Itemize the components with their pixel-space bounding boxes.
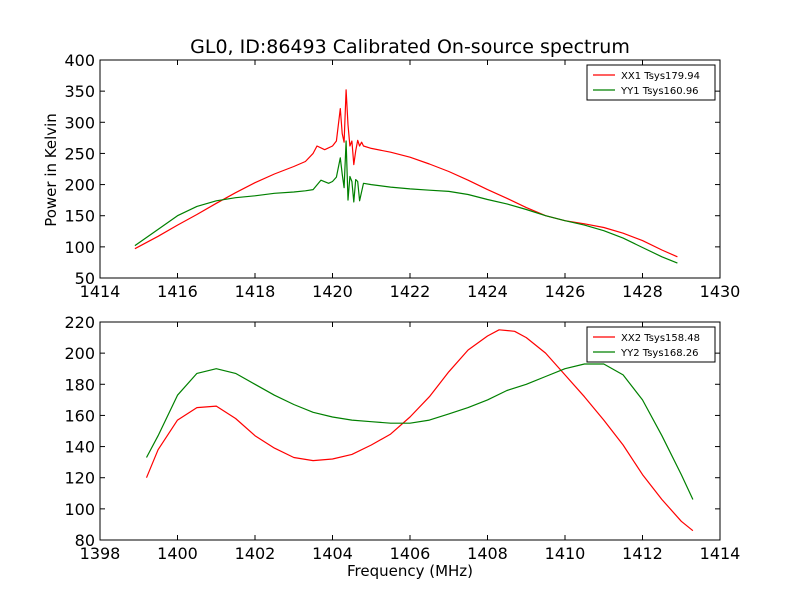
legend-label: XX2 Tsys158.48 <box>621 333 700 344</box>
y-tick-label: 300 <box>64 113 95 132</box>
y-tick-label: 120 <box>64 469 95 488</box>
chart-title: GL0, ID:86493 Calibrated On-source spect… <box>190 36 630 58</box>
x-tick-label: 1428 <box>622 282 663 301</box>
x-tick-label: 1400 <box>157 544 198 563</box>
series-line-green <box>134 140 678 264</box>
y-tick-label: 50 <box>75 269 95 288</box>
y-tick-label: 150 <box>64 207 95 226</box>
x-axis-label: Frequency (MHz) <box>347 562 473 580</box>
top-chart: 1414 1416 1418 1420 1422 1424 1426 1428 1430 50 10… <box>64 51 740 301</box>
y-tick-label: 160 <box>64 406 95 425</box>
y-tick-label: 400 <box>64 51 95 70</box>
x-tick-label: 1420 <box>312 282 353 301</box>
legend-label: YY2 Tsys168.26 <box>620 348 699 359</box>
y-tick-label: 200 <box>64 176 95 195</box>
y-tick-label: 220 <box>64 313 95 332</box>
y-tick-label: 250 <box>64 144 95 163</box>
x-tick-label: 1418 <box>235 282 276 301</box>
x-tick-label: 1408 <box>467 544 508 563</box>
x-tick-label: 1414 <box>80 282 121 301</box>
x-tick-label: 1398 <box>80 544 121 563</box>
series-line-red <box>134 89 678 258</box>
y-tick-label: 200 <box>64 344 95 363</box>
y-tick-label: 180 <box>64 375 95 394</box>
y-axis-label: Power in Kelvin <box>42 113 60 227</box>
legend-box <box>586 326 716 363</box>
y-tick-label: 100 <box>64 238 95 257</box>
x-tick-label: 1430 <box>700 282 741 301</box>
x-tick-label: 1412 <box>622 544 663 563</box>
series-line-red <box>145 329 694 532</box>
x-tick-label: 1404 <box>312 544 353 563</box>
y-tick-label: 100 <box>64 500 95 519</box>
legend-label: XX1 Tsys179.94 <box>621 71 700 82</box>
y-tick-label: 350 <box>64 82 95 101</box>
legend-box <box>586 64 716 101</box>
x-tick-label: 1426 <box>545 282 586 301</box>
y-tick-label: 140 <box>64 438 95 457</box>
y-tick-label: 80 <box>75 531 95 550</box>
x-tick-label: 1422 <box>390 282 431 301</box>
x-tick-label: 1416 <box>157 282 198 301</box>
series-line-green <box>145 363 694 500</box>
x-tick-label: 1414 <box>700 544 741 563</box>
bottom-chart: 1398 1400 1402 1404 1406 1408 1410 1412 1414 80 10… <box>64 313 740 563</box>
x-tick-label: 1410 <box>545 544 586 563</box>
legend-label: YY1 Tsys160.96 <box>620 86 699 97</box>
x-tick-label: 1424 <box>467 282 508 301</box>
x-tick-label: 1402 <box>235 544 276 563</box>
x-tick-label: 1406 <box>390 544 431 563</box>
